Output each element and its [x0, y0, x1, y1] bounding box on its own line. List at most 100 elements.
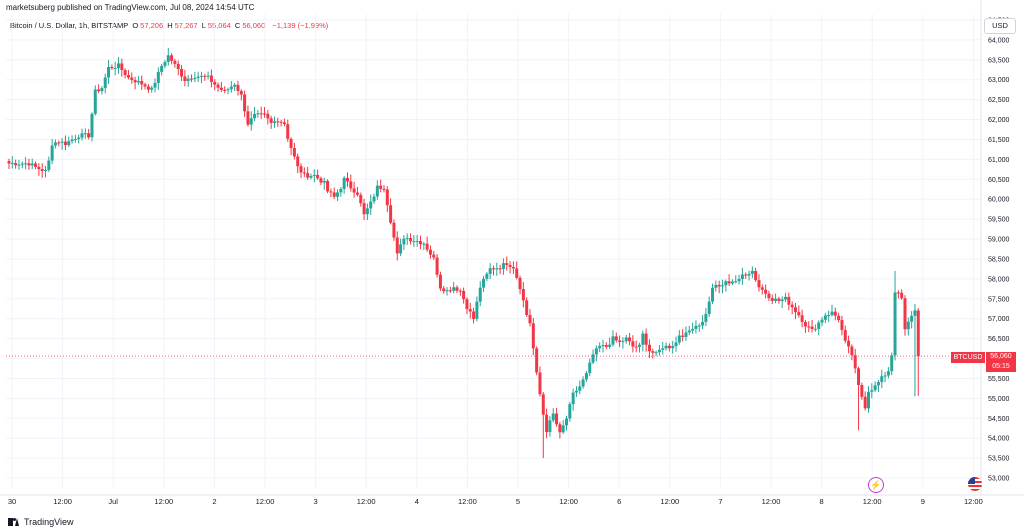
up-candle — [20, 161, 24, 169]
candle-body — [399, 244, 403, 254]
up-candle — [249, 111, 253, 131]
candle-body — [482, 278, 486, 288]
up-candle — [784, 292, 788, 303]
lightning-icon[interactable]: ⚡ — [868, 477, 884, 493]
candle-body — [332, 192, 336, 197]
candle-body — [604, 345, 608, 347]
candle-body — [196, 76, 200, 78]
up-candle — [774, 293, 778, 304]
up-candle — [621, 337, 625, 349]
candle-body — [651, 351, 655, 353]
up-candle — [873, 381, 877, 393]
candle-body — [233, 84, 237, 87]
candle-body — [336, 192, 340, 197]
candle-body — [316, 174, 320, 179]
up-candle — [80, 128, 84, 141]
down-candle — [63, 135, 67, 151]
currency-selector[interactable]: USD — [984, 18, 1016, 34]
bar-countdown: 05:15 — [992, 363, 1010, 370]
down-candle — [803, 320, 807, 333]
candle-body — [180, 69, 184, 77]
candle-body — [790, 304, 794, 308]
candle-body — [701, 321, 705, 326]
up-candle — [488, 263, 492, 280]
candle-body — [24, 163, 28, 165]
symbol-name[interactable]: Bitcoin / U.S. Dollar, 1h, BITSTAMP — [10, 21, 129, 30]
y-tick-label: 60,000 — [988, 197, 1010, 204]
candle-body — [505, 263, 509, 265]
y-tick-label: 62,500 — [988, 97, 1010, 104]
candle-body — [654, 352, 658, 354]
y-tick-label: 63,000 — [988, 77, 1010, 84]
down-candle — [857, 366, 861, 431]
up-candle — [253, 107, 257, 122]
up-candle — [674, 336, 678, 352]
down-candle — [508, 261, 512, 274]
candle-body — [442, 288, 446, 292]
up-candle — [422, 241, 426, 251]
y-tick-label: 58,000 — [988, 276, 1010, 283]
down-candle — [246, 105, 250, 127]
candle-body — [405, 238, 409, 240]
up-candle — [53, 139, 57, 149]
candle-body — [176, 63, 180, 70]
candle-body — [60, 141, 64, 143]
candle-body — [843, 330, 847, 341]
up-candle — [578, 380, 582, 395]
x-tick-label: 12:00 — [863, 497, 882, 506]
candle-body — [833, 311, 837, 316]
down-candle — [528, 309, 532, 327]
candle-body — [747, 273, 751, 276]
candle-body — [704, 314, 708, 322]
up-candle — [571, 388, 575, 411]
down-candle — [793, 302, 797, 320]
up-candle — [548, 416, 552, 437]
candle-body — [130, 77, 134, 81]
candle-body — [485, 273, 489, 279]
down-candle — [306, 166, 310, 180]
symbol-legend: Bitcoin / U.S. Dollar, 1h, BITSTAMP O 57,… — [10, 21, 330, 30]
x-tick-label: 2 — [212, 497, 216, 506]
candle-body — [299, 166, 303, 173]
down-candle — [853, 348, 857, 374]
candle-body — [860, 384, 864, 397]
candle-body — [296, 156, 300, 167]
down-candle — [180, 64, 184, 81]
down-candle — [425, 236, 429, 252]
up-candle — [475, 296, 479, 322]
down-candle — [299, 163, 303, 179]
candle-body — [727, 281, 731, 284]
candle-body — [289, 138, 293, 148]
candle-body — [684, 332, 688, 337]
candle-body — [528, 315, 532, 324]
candle-body — [890, 355, 894, 372]
candle-body — [70, 139, 74, 142]
candle-body — [767, 293, 771, 299]
down-candle — [515, 261, 519, 280]
candle-body — [126, 75, 130, 78]
candle-body — [508, 264, 512, 268]
candle-body — [173, 60, 177, 64]
down-candle — [754, 267, 758, 282]
down-candle — [810, 319, 814, 333]
up-candle — [584, 370, 588, 383]
candle-body — [249, 118, 253, 125]
down-candle — [790, 301, 794, 315]
down-candle — [727, 274, 731, 286]
candle-body — [160, 65, 164, 72]
candle-body — [647, 344, 651, 352]
candle-body — [150, 87, 154, 90]
up-candle — [883, 371, 887, 383]
price-axis: 53,000 53,500 54,000 54,500 55,000 55,500 56,0… — [988, 17, 1010, 482]
up-candle — [724, 279, 728, 292]
candle-body — [17, 164, 21, 166]
candle-body — [97, 89, 101, 92]
us-flag-icon[interactable] — [968, 477, 982, 491]
down-candle — [282, 118, 286, 127]
down-candle — [840, 315, 844, 336]
candle-body — [800, 315, 804, 322]
candle-body — [352, 188, 356, 193]
down-candle — [787, 292, 791, 311]
candle-body — [757, 280, 761, 288]
